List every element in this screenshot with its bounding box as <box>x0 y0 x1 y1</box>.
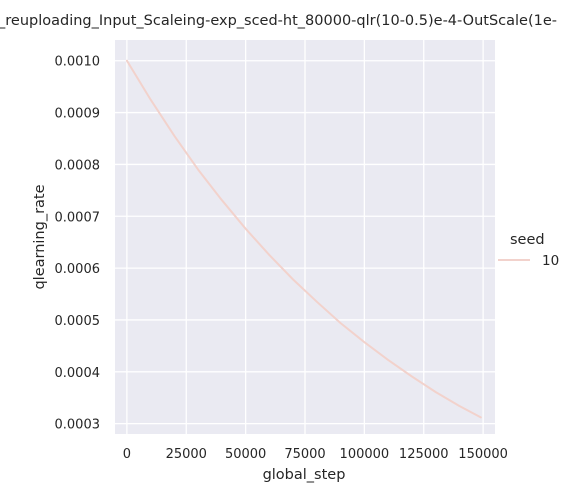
y-tick-label: 0.0008 <box>55 158 101 173</box>
y-tick-label: 0.0003 <box>55 418 101 433</box>
x-tick-label: 75000 <box>284 447 325 462</box>
x-tick-label: 125000 <box>399 447 449 462</box>
legend: seed 10 <box>498 232 559 269</box>
series-layer <box>125 59 482 419</box>
chart-title: _reuploading_Input_Scaleing-exp_sced-ht_… <box>0 13 557 29</box>
x-tick-labels: 0 25000 50000 75000 100000 125000 150000 <box>123 447 508 462</box>
series-line-10 <box>125 59 482 419</box>
x-tick-label: 0 <box>123 447 131 462</box>
legend-label-10: 10 <box>542 253 559 269</box>
x-tick-label: 150000 <box>458 447 508 462</box>
y-tick-label: 0.0010 <box>55 55 101 70</box>
x-gridlines <box>126 40 484 434</box>
x-axis-label: global_step <box>263 467 346 483</box>
y-tick-label: 0.0004 <box>55 366 101 381</box>
y-gridlines <box>115 60 495 425</box>
x-tick-label: 100000 <box>340 447 390 462</box>
x-tick-label: 50000 <box>225 447 266 462</box>
y-tick-label: 0.0007 <box>55 210 101 225</box>
y-tick-label: 0.0009 <box>55 107 101 122</box>
legend-title: seed <box>510 232 545 248</box>
y-tick-label: 0.0006 <box>55 262 101 277</box>
y-tick-labels: 0.0003 0.0004 0.0005 0.0006 0.0007 0.0008 0.00… <box>55 55 101 433</box>
y-axis-label: qlearning_rate <box>32 184 48 289</box>
x-tick-label: 25000 <box>166 447 207 462</box>
y-tick-label: 0.0005 <box>55 314 101 329</box>
